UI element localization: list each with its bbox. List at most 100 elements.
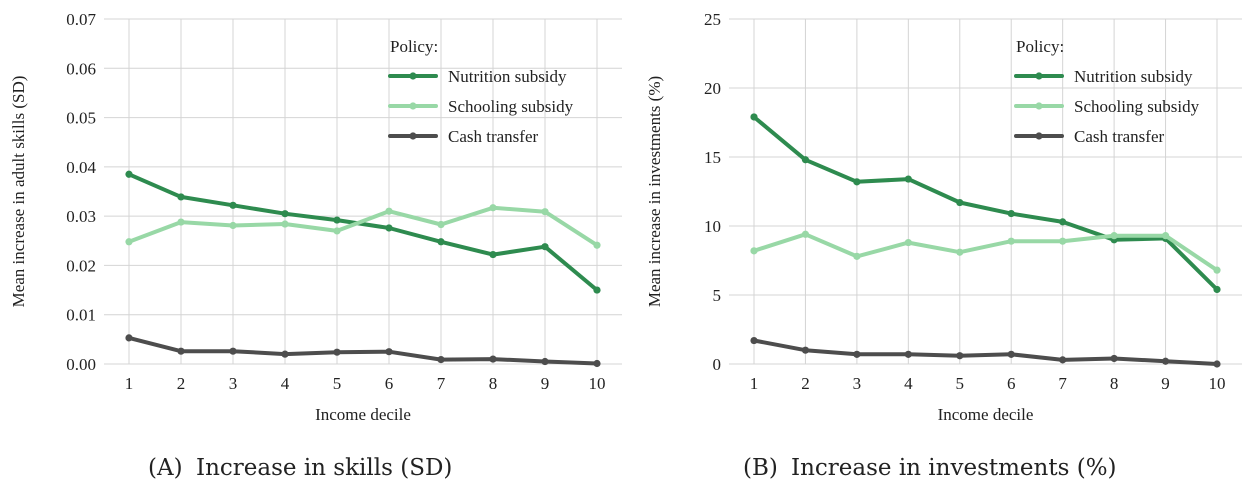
y-tick-label: 0.01	[66, 306, 96, 325]
x-tick-label: 5	[956, 374, 965, 393]
x-tick-label: 9	[541, 374, 550, 393]
data-point	[801, 156, 810, 164]
data-point	[1110, 232, 1118, 240]
series-schooling-subsidy	[125, 204, 601, 249]
legend: Policy: Nutrition subsidy Schooling subsid…	[388, 37, 574, 146]
legend-marker-schooling-subsidy	[1035, 102, 1043, 110]
x-tick-label: 3	[229, 374, 238, 393]
x-tick-label: 3	[853, 374, 862, 393]
caption-label: (B)	[743, 455, 778, 481]
data-point	[541, 243, 549, 251]
y-tick-label: 0.06	[66, 59, 96, 78]
data-point	[177, 218, 185, 226]
legend-label: Cash transfer	[1074, 127, 1165, 146]
data-point	[956, 248, 964, 256]
series-cash-transfer	[125, 334, 601, 368]
y-tick-label: 0.04	[66, 158, 96, 177]
y-tick-label: 0.00	[66, 355, 96, 374]
data-point	[229, 347, 237, 355]
data-point	[281, 220, 289, 228]
x-tick-label: 4	[281, 374, 290, 393]
x-tick-label: 10	[589, 374, 606, 393]
y-tick-label: 15	[704, 148, 721, 167]
data-point	[801, 346, 810, 354]
series-line-cash-transfer	[752, 338, 1219, 366]
x-tick-label: 7	[437, 374, 446, 393]
legend-marker-cash-transfer	[409, 132, 417, 140]
legend-label: Nutrition subsidy	[448, 67, 567, 86]
series-line-cash-transfer	[127, 335, 599, 366]
data-point	[956, 198, 964, 207]
legend-title: Policy:	[1016, 37, 1064, 56]
data-point	[281, 350, 289, 358]
legend-marker-schooling-subsidy	[409, 102, 417, 110]
legend: Policy: Nutrition subsidy Schooling subsid…	[1014, 37, 1200, 146]
data-point	[593, 286, 601, 294]
y-tick-label: 5	[713, 286, 722, 305]
series-line-schooling-subsidy	[127, 205, 599, 248]
legend-label: Nutrition subsidy	[1074, 67, 1193, 86]
data-point	[229, 201, 237, 209]
x-tick-label: 6	[1007, 374, 1016, 393]
chart-panel-b: 0 5 10 15 20 25 1 2 3 4 5 6 7 8 9 10 Income decile Mean i…	[645, 10, 1242, 481]
y-tick-label: 10	[704, 217, 721, 236]
data-point	[1110, 354, 1118, 363]
y-tick-label: 0	[713, 355, 722, 374]
data-point	[333, 216, 341, 224]
data-point	[437, 220, 445, 229]
data-point	[853, 178, 861, 186]
data-point	[437, 238, 445, 246]
series-line-nutrition-subsidy	[127, 172, 599, 293]
data-point	[489, 204, 497, 212]
data-point	[904, 175, 912, 183]
data-point	[541, 208, 549, 216]
data-point	[1213, 285, 1221, 294]
data-point	[853, 252, 861, 260]
data-point	[1213, 360, 1221, 368]
data-point	[750, 247, 758, 255]
y-axis-label: Mean increase in investments (%)	[645, 76, 664, 307]
chart-panel-a: 0.00 0.01 0.02 0.03 0.04 0.05 0.06 0.07 1 2 3 4 5 6 7 8…	[9, 10, 622, 481]
y-axis-label: Mean increase in adult skills (SD)	[9, 76, 28, 308]
x-axis-label: Income decile	[938, 405, 1034, 424]
x-axis-label: Income decile	[315, 405, 411, 424]
legend-marker-cash-transfer	[1035, 132, 1043, 140]
x-tick-label: 6	[385, 374, 394, 393]
x-tick-label: 4	[904, 374, 913, 393]
data-point	[1007, 209, 1015, 218]
data-point	[853, 350, 861, 358]
series-schooling-subsidy	[750, 230, 1221, 274]
x-tick-label: 2	[177, 374, 186, 393]
legend-label: Cash transfer	[448, 127, 539, 146]
x-tick-label: 2	[801, 374, 810, 393]
data-point	[1161, 232, 1170, 240]
data-point	[541, 357, 549, 366]
x-tick-label: 8	[1110, 374, 1119, 393]
x-tick-label: 7	[1058, 374, 1067, 393]
x-tick-label: 1	[125, 374, 134, 393]
data-point	[956, 352, 964, 360]
y-tick-label: 25	[704, 10, 721, 29]
data-point	[125, 334, 133, 342]
data-point	[177, 193, 185, 201]
data-point	[489, 250, 497, 259]
series-line-schooling-subsidy	[752, 232, 1219, 273]
data-point	[125, 170, 133, 178]
data-point	[1059, 237, 1067, 245]
legend-marker-nutrition-subsidy	[409, 72, 417, 80]
data-point	[1161, 357, 1170, 365]
data-point	[177, 347, 185, 355]
data-point	[1007, 350, 1015, 358]
legend-marker-nutrition-subsidy	[1035, 72, 1043, 80]
data-point	[1007, 237, 1015, 245]
series-nutrition-subsidy	[125, 170, 601, 294]
y-tick-label: 0.03	[66, 207, 96, 226]
x-tick-label: 9	[1161, 374, 1170, 393]
caption-text: Increase in skills (SD)	[196, 455, 452, 481]
legend-title: Policy:	[390, 37, 438, 56]
data-point	[904, 238, 912, 247]
data-point	[750, 113, 758, 121]
series-cash-transfer	[750, 336, 1221, 368]
data-point	[801, 230, 810, 238]
